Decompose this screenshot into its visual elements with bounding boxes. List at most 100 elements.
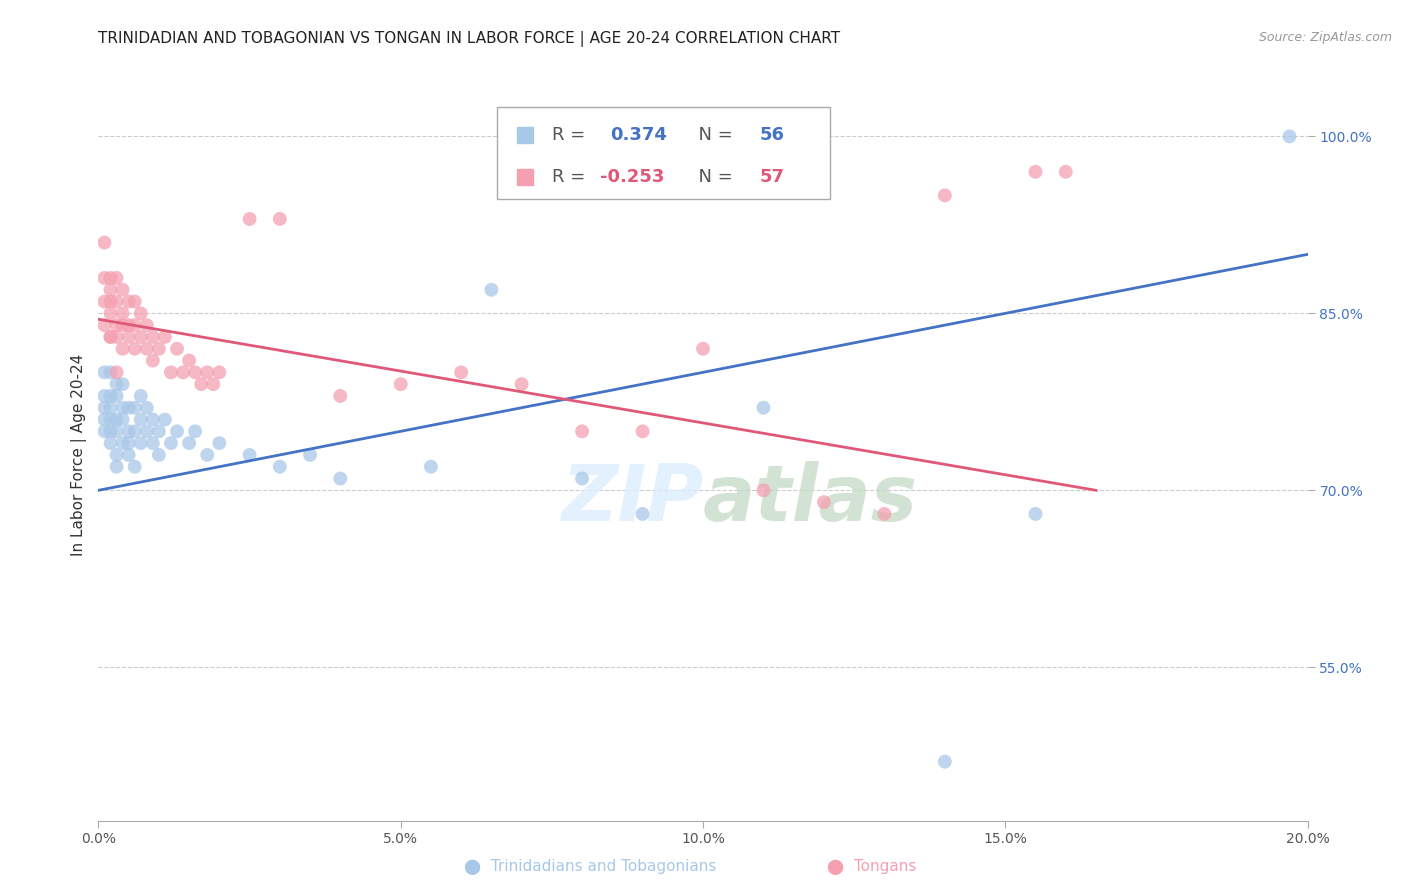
Text: R =: R =	[551, 168, 591, 186]
Point	[239, 448, 262, 462]
Point	[124, 318, 146, 333]
Text: R =: R =	[551, 126, 596, 144]
Point	[105, 389, 128, 403]
Point	[177, 353, 201, 368]
Point	[195, 448, 218, 462]
Point	[752, 401, 775, 415]
Point	[135, 318, 157, 333]
Point	[93, 389, 115, 403]
Point	[100, 306, 122, 320]
Point	[166, 425, 188, 439]
Point	[129, 330, 152, 344]
Point	[93, 365, 115, 379]
Point	[105, 330, 128, 344]
Point	[202, 377, 225, 392]
Point	[239, 211, 262, 226]
Point	[100, 330, 122, 344]
Point	[124, 342, 146, 356]
Text: N =: N =	[688, 126, 738, 144]
Point	[105, 412, 128, 426]
Point	[118, 401, 141, 415]
Point	[129, 389, 152, 403]
Text: N =: N =	[688, 168, 738, 186]
Point	[111, 318, 134, 333]
Point	[93, 412, 115, 426]
Point	[105, 271, 128, 285]
Point	[105, 318, 128, 333]
Point	[510, 377, 533, 392]
Point	[1024, 165, 1046, 179]
Point	[299, 448, 322, 462]
Point	[631, 507, 654, 521]
Point	[153, 412, 176, 426]
Point	[419, 459, 441, 474]
Point	[329, 389, 352, 403]
Point	[93, 401, 115, 415]
Point	[184, 425, 207, 439]
Text: ZIP: ZIP	[561, 461, 703, 537]
Text: Source: ZipAtlas.com: Source: ZipAtlas.com	[1258, 31, 1392, 45]
Point	[93, 235, 115, 250]
Point	[105, 425, 128, 439]
Point	[129, 412, 152, 426]
Point	[100, 389, 122, 403]
Point	[93, 425, 115, 439]
Point	[934, 755, 956, 769]
Point	[813, 495, 835, 509]
Point	[100, 294, 122, 309]
Point	[111, 342, 134, 356]
Point	[111, 436, 134, 450]
Point	[269, 459, 291, 474]
Point	[111, 401, 134, 415]
Point	[118, 330, 141, 344]
Point	[1278, 129, 1301, 144]
Point	[135, 425, 157, 439]
Point	[124, 459, 146, 474]
Point	[93, 318, 115, 333]
Point	[752, 483, 775, 498]
Point	[160, 436, 183, 450]
Point	[93, 294, 115, 309]
Point	[190, 377, 212, 392]
Point	[153, 330, 176, 344]
Text: atlas: atlas	[703, 461, 918, 537]
Point	[1054, 165, 1077, 179]
Point	[450, 365, 472, 379]
Text: ⬤  Trinidadians and Tobagonians: ⬤ Trinidadians and Tobagonians	[464, 859, 717, 875]
Point	[105, 377, 128, 392]
Point	[329, 471, 352, 485]
Point	[100, 401, 122, 415]
Text: TRINIDADIAN AND TOBAGONIAN VS TONGAN IN LABOR FORCE | AGE 20-24 CORRELATION CHAR: TRINIDADIAN AND TOBAGONIAN VS TONGAN IN …	[98, 31, 841, 47]
Point	[124, 401, 146, 415]
Point	[481, 283, 503, 297]
Point	[118, 448, 141, 462]
Point	[148, 425, 170, 439]
Point	[208, 365, 231, 379]
Point	[93, 271, 115, 285]
Point	[148, 448, 170, 462]
Point	[100, 425, 122, 439]
Point	[148, 342, 170, 356]
Point	[111, 377, 134, 392]
Point	[269, 211, 291, 226]
Point	[111, 412, 134, 426]
Point	[184, 365, 207, 379]
Text: 0.374: 0.374	[610, 126, 666, 144]
Point	[177, 436, 201, 450]
Point	[100, 412, 122, 426]
Point	[129, 436, 152, 450]
Point	[142, 353, 165, 368]
Point	[692, 342, 714, 356]
Point	[873, 507, 896, 521]
Point	[111, 283, 134, 297]
Point	[172, 365, 194, 379]
Point	[1024, 507, 1046, 521]
FancyBboxPatch shape	[498, 108, 830, 199]
Point	[124, 294, 146, 309]
Point	[166, 342, 188, 356]
Point	[631, 425, 654, 439]
Point	[100, 330, 122, 344]
Point	[129, 306, 152, 320]
Text: ⬤  Tongans: ⬤ Tongans	[827, 859, 917, 875]
Point	[135, 342, 157, 356]
